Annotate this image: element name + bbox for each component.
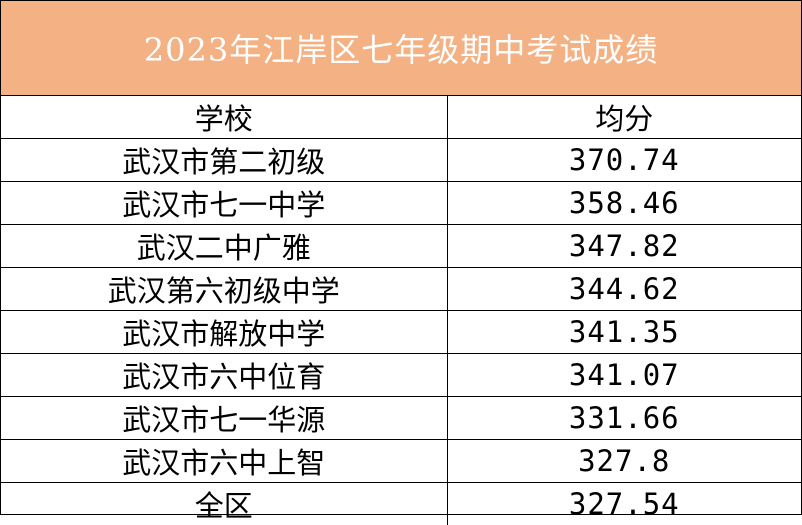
table-row: 武汉二中广雅 347.82 xyxy=(1,225,801,268)
school-cell: 武汉市六中上智 xyxy=(1,440,447,483)
scores-table: 学校 均分 武汉市第二初级 370.74 武汉市七一中学 358.46 武汉二中… xyxy=(1,96,801,525)
school-cell: 武汉市七一华源 xyxy=(1,397,447,440)
page-title: 2023年江岸区七年级期中考试成绩 xyxy=(144,25,658,71)
school-cell: 武汉第六初级中学 xyxy=(1,268,447,311)
average-cell: 331.66 xyxy=(447,397,801,440)
table-row: 武汉市六中位育 341.07 xyxy=(1,354,801,397)
average-cell: 370.74 xyxy=(447,139,801,182)
average-cell: 327.8 xyxy=(447,440,801,483)
average-cell: 344.62 xyxy=(447,268,801,311)
average-cell: 347.82 xyxy=(447,225,801,268)
table-row: 武汉第六初级中学 344.62 xyxy=(1,268,801,311)
average-cell: 341.35 xyxy=(447,311,801,354)
table-row: 武汉市七一华源 331.66 xyxy=(1,397,801,440)
school-cell: 武汉市七一中学 xyxy=(1,182,447,225)
header-row: 学校 均分 xyxy=(1,96,801,139)
school-cell: 全区 xyxy=(1,483,447,525)
table-row: 武汉市七一中学 358.46 xyxy=(1,182,801,225)
table-row: 武汉市解放中学 341.35 xyxy=(1,311,801,354)
table-row: 武汉市六中上智 327.8 xyxy=(1,440,801,483)
header-average: 均分 xyxy=(447,96,801,139)
school-cell: 武汉市第二初级 xyxy=(1,139,447,182)
total-row: 全区 327.54 xyxy=(1,483,801,525)
average-cell: 341.07 xyxy=(447,354,801,397)
school-cell: 武汉市解放中学 xyxy=(1,311,447,354)
table-row: 武汉市第二初级 370.74 xyxy=(1,139,801,182)
school-cell: 武汉二中广雅 xyxy=(1,225,447,268)
school-cell: 武汉市六中位育 xyxy=(1,354,447,397)
title-bar: 2023年江岸区七年级期中考试成绩 xyxy=(1,1,801,96)
average-cell: 327.54 xyxy=(447,483,801,525)
average-cell: 358.46 xyxy=(447,182,801,225)
header-school: 学校 xyxy=(1,96,447,139)
